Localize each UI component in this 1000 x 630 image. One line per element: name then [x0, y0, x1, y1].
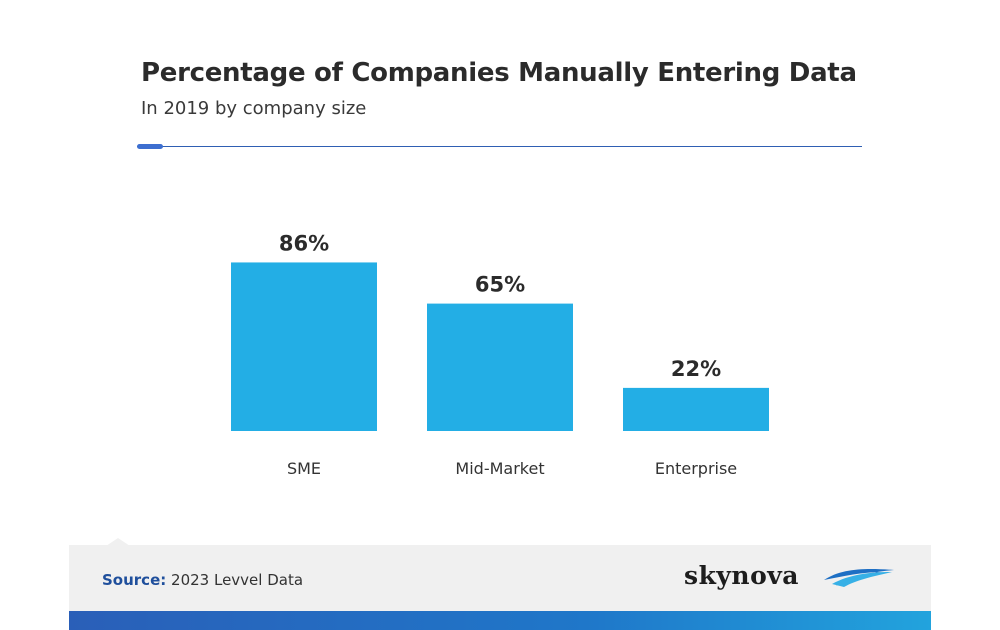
bar-enterprise: [623, 387, 769, 431]
value-label-enterprise: 22%: [671, 357, 721, 381]
source-key: Source:: [102, 571, 167, 589]
category-label-enterprise: Enterprise: [655, 459, 737, 478]
footer-panel: [69, 545, 931, 611]
chart-subtitle: In 2019 by company size: [141, 98, 367, 119]
source-text: 2023 Levvel Data: [171, 571, 304, 589]
category-label-mid-market: Mid-Market: [455, 459, 544, 478]
chart-title: Percentage of Companies Manually Enterin…: [141, 58, 857, 88]
brand-logo-text: skynova: [684, 561, 799, 590]
value-label-sme: 86%: [279, 231, 329, 255]
footer-notch: [106, 538, 130, 546]
category-label-sme: SME: [287, 459, 321, 478]
bottom-gradient-band: [69, 611, 931, 630]
value-label-mid-market: 65%: [475, 273, 525, 297]
source-line: Source: 2023 Levvel Data: [102, 571, 303, 589]
title-divider: [137, 146, 862, 147]
bar-mid-market: [427, 303, 573, 431]
wave-swoosh-icon: [824, 569, 894, 587]
title-divider-accent: [137, 144, 163, 149]
bar-chart: 86% SME 65% Mid-Market 22% Enterprise: [231, 231, 769, 478]
bar-sme: [231, 262, 377, 431]
